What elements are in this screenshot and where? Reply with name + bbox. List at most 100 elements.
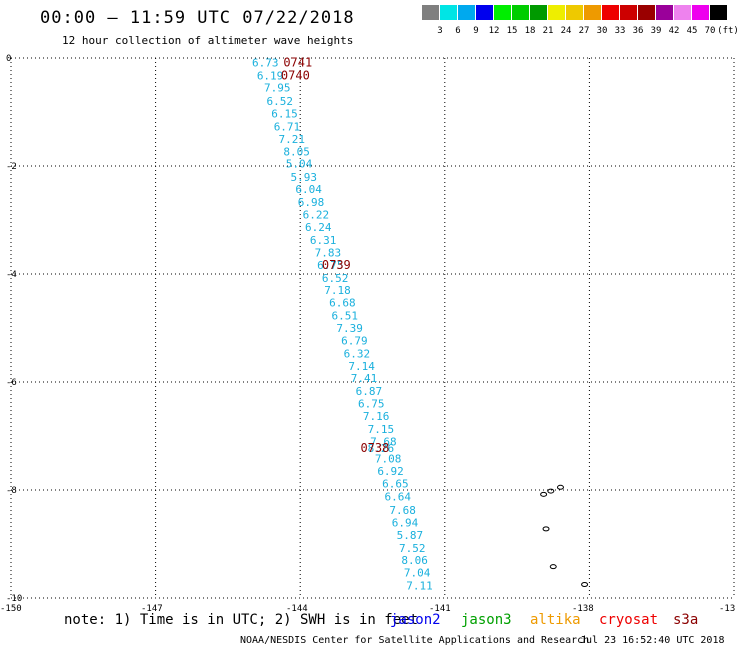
color-scale-label: 9 [473, 26, 479, 36]
color-scale-label: 18 [524, 26, 536, 36]
swh-value: 6.75 [317, 259, 344, 272]
swh-value: 6.64 [385, 490, 412, 503]
color-swatch [638, 5, 655, 20]
color-scale-label: 30 [596, 26, 608, 36]
island-outline [581, 582, 589, 587]
page-subtitle: 12 hour collection of altimeter wave hei… [62, 34, 354, 47]
swh-value: 6.15 [271, 108, 298, 121]
time-label: 0740 [281, 68, 310, 82]
swh-value: 7.15 [368, 423, 395, 436]
color-swatch [512, 5, 529, 20]
island-outline [540, 491, 548, 497]
color-swatch [440, 5, 457, 20]
color-scale-label: 42 [668, 26, 680, 36]
time-label: 0738 [360, 441, 389, 455]
swh-value: 7.68 [370, 435, 397, 448]
lat-tick-label: -8 [6, 486, 17, 496]
swh-value: 6.75 [358, 398, 385, 411]
color-scale-label: 24 [560, 26, 572, 36]
island-outline [549, 564, 557, 570]
island-outline [547, 488, 555, 494]
swh-value: 6.52 [266, 95, 293, 108]
swh-value: 7.83 [315, 246, 342, 259]
color-scale-label: 3 [437, 26, 443, 36]
swh-value: 7.21 [279, 133, 306, 146]
satellite-cryosat-label: cryosat [599, 612, 659, 628]
swh-value: 6.98 [298, 196, 325, 209]
swh-value: 6.79 [341, 334, 368, 347]
color-swatch [530, 5, 547, 20]
swh-value: 6.71 [274, 121, 301, 134]
time-label: 0739 [322, 258, 351, 272]
color-swatch [656, 5, 673, 20]
lat-tick-label: 0 [6, 54, 11, 64]
color-scale-label: (ft) [717, 26, 739, 36]
lat-tick-label: -4 [6, 270, 17, 280]
footer-credit: NOAA/NESDIS Center for Satellite Applica… [240, 635, 590, 646]
swh-value: 6.32 [344, 347, 371, 360]
color-swatch [458, 5, 475, 20]
swh-value: 7.52 [399, 542, 426, 555]
lat-tick-label: -6 [6, 378, 17, 388]
swh-value: 6.68 [329, 297, 356, 310]
swh-value: 7.68 [389, 504, 416, 517]
swh-value: 5.93 [291, 171, 318, 184]
swh-value: 6.92 [377, 465, 404, 478]
color-scale-label: 6 [455, 26, 461, 36]
swh-value: 7.39 [336, 322, 363, 335]
swh-value: 6.04 [295, 183, 322, 196]
island-outline [542, 526, 550, 532]
color-scale-label: 27 [578, 26, 590, 36]
color-scale-label: 70 [704, 26, 716, 36]
color-swatch [602, 5, 619, 20]
color-scale-label: 12 [488, 26, 500, 36]
swh-value: 8.06 [401, 554, 428, 567]
swh-value: 6.94 [392, 516, 419, 529]
lat-tick-label: -2 [6, 162, 17, 172]
page-title: 00:00 – 11:59 UTC 07/22/2018 [40, 8, 355, 28]
island-outline [556, 484, 564, 490]
swh-value: 7.95 [264, 82, 291, 95]
color-swatch [584, 5, 601, 20]
swh-value: 7.04 [404, 567, 431, 580]
lon-tick-label: -150 [0, 604, 22, 614]
lon-tick-label: -138 [572, 604, 594, 614]
footer-timestamp: Jul 23 16:52:40 UTC 2018 [580, 635, 725, 646]
color-swatch [476, 5, 493, 20]
swh-value: 5.04 [286, 157, 313, 170]
swh-value: 6.65 [382, 478, 409, 491]
swh-value: 7.08 [375, 453, 402, 466]
time-label: 0741 [283, 55, 312, 69]
color-swatch [494, 5, 511, 20]
lat-tick-label: -10 [6, 594, 22, 604]
color-scale-label: 15 [506, 26, 518, 36]
swh-value: 8.26 [368, 442, 395, 455]
satellite-jason3-label: jason3 [461, 612, 512, 628]
legend-note: note: 1) Time is in UTC; 2) SWH is in fe… [64, 612, 419, 628]
satellite-s3a-label: s3a [673, 612, 699, 628]
color-scale-label: 36 [632, 26, 644, 36]
swh-value: 6.52 [322, 272, 349, 285]
swh-value: 6.22 [303, 209, 330, 222]
satellite-jason2-label: jason2 [390, 612, 441, 628]
lon-tick-label: -13 [719, 604, 735, 614]
swh-value: 7.14 [348, 360, 375, 373]
color-scale-label: 45 [686, 26, 698, 36]
swh-value: 7.11 [406, 580, 433, 593]
swh-value: 6.51 [332, 310, 359, 323]
swh-value: 6.73 [252, 56, 279, 69]
color-scale-label: 33 [614, 26, 626, 36]
color-swatch [692, 5, 709, 20]
swh-value: 6.87 [356, 385, 383, 398]
color-swatch [566, 5, 583, 20]
satellite-altika-label: altika [530, 612, 581, 628]
swh-value: 7.18 [324, 284, 351, 297]
lon-tick-label: -141 [429, 604, 451, 614]
swh-value: 6.19 [257, 69, 284, 82]
swh-value: 8.05 [283, 145, 310, 158]
color-scale-label: 21 [542, 26, 554, 36]
color-swatch [422, 5, 439, 20]
swh-value: 7.41 [351, 372, 378, 385]
color-swatch [710, 5, 727, 20]
